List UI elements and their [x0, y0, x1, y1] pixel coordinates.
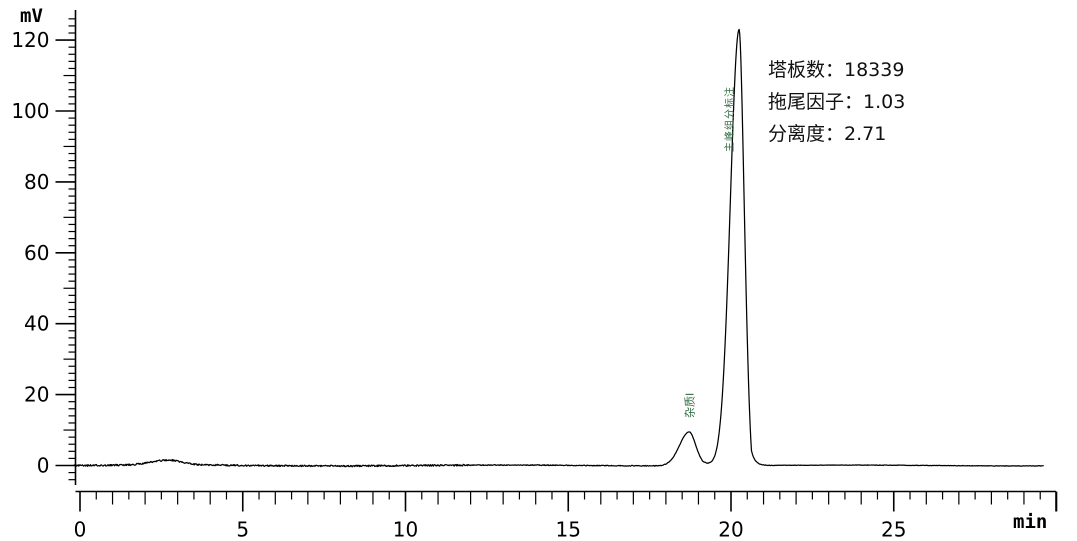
y-axis-unit-label: mV: [20, 5, 43, 27]
y-tick-label: 80: [24, 170, 49, 194]
y-tick-label: 20: [24, 383, 49, 407]
y-tick-label: 100: [11, 99, 49, 123]
x-tick-label: 25: [881, 518, 906, 541]
main-peak-label: 主峰组分标注: [723, 86, 736, 152]
y-tick-label: 40: [24, 312, 49, 336]
x-tick-label: 20: [718, 518, 743, 541]
annotation-plates: 塔板数：18339: [768, 59, 904, 81]
y-tick-label: 0: [37, 454, 50, 478]
x-tick-label: 5: [236, 518, 249, 541]
detector-signal-path: [73, 28, 1044, 468]
y-tick-label: 60: [24, 241, 49, 265]
y-axis: 0 20 40 60 80 100 120: [11, 10, 77, 485]
x-tick-label: 10: [393, 518, 418, 541]
impurity-peak-label: 杂质I: [683, 393, 696, 418]
peak-labels: 杂质I 主峰组分标注: [683, 86, 736, 418]
signal-trace: [73, 28, 1044, 468]
x-axis: 0 5 10 15 20 25: [74, 490, 1058, 541]
x-tick-label: 15: [556, 518, 581, 541]
annotation-tailing-factor: 拖尾因子：1.03: [768, 91, 905, 113]
x-axis-unit-label: min: [1013, 511, 1047, 533]
annotation-resolution: 分离度：2.71: [768, 123, 886, 145]
x-tick-label: 0: [74, 518, 87, 541]
y-tick-label: 120: [11, 28, 49, 52]
